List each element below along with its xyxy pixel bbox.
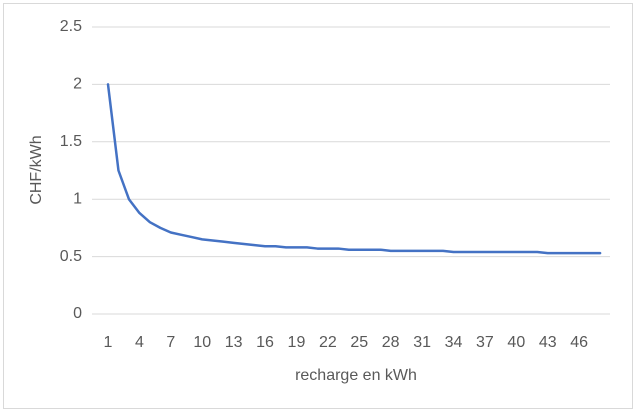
- chart-border: [3, 3, 633, 409]
- y-tick-label: 2.5: [60, 18, 82, 35]
- x-tick-label: 13: [225, 334, 243, 351]
- x-tick-label: 1: [104, 334, 113, 351]
- y-tick-label: 1.5: [60, 133, 82, 150]
- x-tick-label: 40: [507, 334, 525, 351]
- x-tick-label: 46: [570, 334, 588, 351]
- x-tick-label: 43: [539, 334, 557, 351]
- y-tick-label: 2: [73, 76, 82, 93]
- x-tick-label: 19: [288, 334, 306, 351]
- x-tick-label: 37: [476, 334, 494, 351]
- x-tick-label: 28: [382, 334, 400, 351]
- line-series: [106, 83, 602, 255]
- x-tick-label: 31: [413, 334, 431, 351]
- x-tick-label: 34: [445, 334, 463, 351]
- x-tick-label: 4: [135, 334, 144, 351]
- y-axis-title: CHF/kWh: [28, 135, 45, 204]
- x-tick-label: 22: [319, 334, 337, 351]
- x-axis-title: recharge en kWh: [295, 367, 417, 384]
- x-tick-label: 16: [256, 334, 274, 351]
- y-tick-label: 0: [73, 305, 82, 322]
- x-tick-label: 7: [166, 334, 175, 351]
- x-tick-label: 10: [193, 334, 211, 351]
- x-tick-label: 25: [350, 334, 368, 351]
- y-tick-label: 0.5: [60, 248, 82, 265]
- y-tick-label: 1: [73, 190, 82, 207]
